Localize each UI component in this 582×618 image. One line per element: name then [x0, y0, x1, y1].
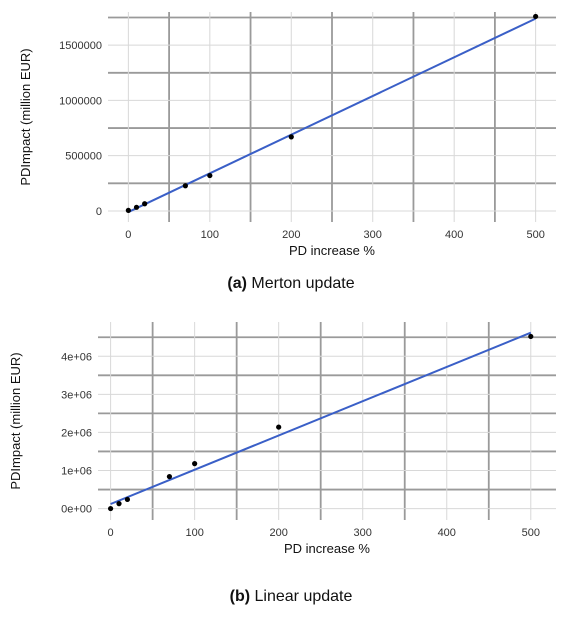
y-axis-label: PDImpact (million EUR) — [18, 48, 33, 185]
y-tick-label: 1e+06 — [61, 466, 92, 478]
caption-b-text: Linear update — [254, 588, 353, 605]
data-point — [276, 424, 282, 430]
x-axis-label: PD increase % — [289, 243, 375, 258]
data-point — [108, 505, 114, 512]
chart-linear: 0 100 200 300 400 500 0e+00 1e+06 2e+06 3e+06 4e+0… — [8, 322, 556, 556]
caption-a: (a) Merton update — [0, 275, 582, 293]
y-axis-label: PDImpact (million EUR) — [8, 352, 23, 489]
y-tick-label: 3e+06 — [61, 389, 92, 401]
x-tick-label: 100 — [201, 229, 219, 241]
x-tick-label: 200 — [282, 229, 300, 241]
data-point — [142, 201, 148, 207]
data-point — [133, 204, 140, 210]
y-tick-label: 500000 — [65, 151, 102, 163]
x-tick-label: 400 — [445, 229, 463, 241]
data-point — [528, 333, 534, 340]
x-tick-label: 0 — [125, 229, 131, 241]
y-tick-label: 2e+06 — [61, 427, 92, 439]
chart-merton: 0 100 200 300 400 500 0 500000 1000000 1500000 PD … — [18, 12, 556, 258]
data-point — [124, 496, 131, 503]
data-point — [533, 13, 539, 20]
caption-b-tag: (b) — [229, 588, 251, 605]
y-tick-label: 1500000 — [59, 40, 102, 52]
caption-a-tag: (a) — [227, 275, 247, 292]
data-point — [288, 134, 294, 140]
data-point — [125, 207, 131, 213]
y-tick-label: 1000000 — [59, 95, 102, 107]
data-point — [192, 461, 198, 467]
x-tick-label: 400 — [438, 527, 456, 539]
caption-a-text: Merton update — [251, 275, 355, 292]
x-tick-label: 500 — [522, 527, 540, 539]
x-tick-label: 0 — [108, 527, 114, 539]
x-tick-label: 500 — [526, 229, 544, 241]
fit-line — [127, 17, 537, 213]
x-axis-label: PD increase % — [284, 541, 370, 556]
x-tick-label: 200 — [269, 527, 287, 539]
x-tick-label: 300 — [354, 527, 372, 539]
data-point — [166, 473, 173, 480]
x-tick-label: 300 — [364, 229, 382, 241]
data-point — [116, 501, 122, 507]
x-tick-label: 100 — [185, 527, 203, 539]
fit-line — [110, 331, 532, 505]
y-tick-label: 0 — [96, 206, 102, 218]
caption-b: (b) Linear update — [0, 588, 582, 606]
y-tick-label: 4e+06 — [61, 351, 92, 363]
data-point — [207, 172, 213, 179]
y-tick-label: 0e+00 — [61, 504, 92, 516]
data-point — [182, 183, 188, 189]
